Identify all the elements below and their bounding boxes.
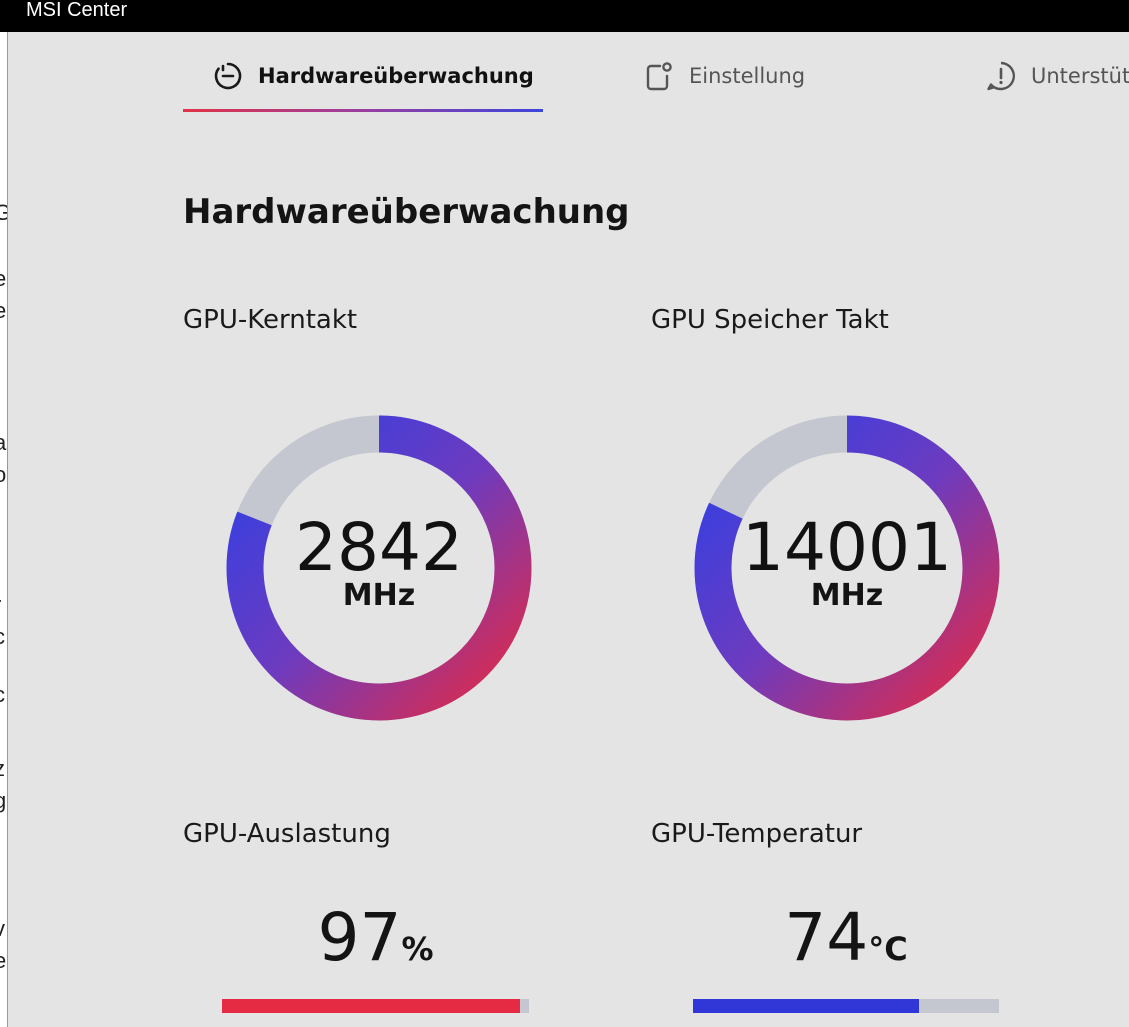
edge-fragment: v — [0, 916, 5, 942]
gpu-temperature-value: 74 — [784, 899, 869, 976]
title-bar: MSI Center — [0, 0, 1129, 32]
edge-fragment: c — [0, 682, 5, 708]
edge-fragment: o — [0, 462, 6, 488]
gpu-temperature-readout: 74°C — [693, 905, 999, 971]
tab-label: Einstellung — [689, 64, 806, 88]
gpu-load-value: 97 — [317, 899, 402, 976]
gpu-core-clock-unit: MHz — [342, 578, 416, 613]
edge-fragment: c — [0, 624, 5, 650]
edge-fragment: r — [0, 592, 1, 618]
page-title: Hardwareüberwachung — [183, 192, 630, 232]
gpu-temperature-bar — [693, 999, 999, 1013]
tab-hardware-monitoring[interactable]: Hardwareüberwachung — [212, 60, 534, 92]
tab-label: Hardwareüberwachung — [258, 64, 534, 88]
gpu-load-bar-fill — [222, 999, 520, 1013]
edge-fragment: e — [0, 298, 6, 324]
gpu-temperature-label: GPU-Temperatur — [651, 819, 863, 849]
edge-fragment: e — [0, 266, 6, 292]
gauge-ring — [694, 415, 1000, 721]
tab-bar: Hardwareüberwachung Einstellung Unterstü… — [0, 32, 1129, 122]
gpu-load-bar — [222, 999, 529, 1013]
background-window-edge: G e e a o r c c z g v e — [0, 32, 8, 1027]
gauge-ring — [226, 415, 532, 721]
edge-fragment: z — [0, 756, 5, 782]
tab-label: Unterstütz — [1031, 64, 1129, 88]
window-title: MSI Center — [26, 0, 128, 21]
tab-settings[interactable]: Einstellung — [643, 60, 805, 92]
gpu-load-readout: 97% — [222, 905, 529, 971]
gpu-core-clock-label: GPU-Kerntakt — [183, 305, 358, 335]
edge-fragment: e — [0, 948, 6, 974]
active-tab-indicator — [183, 109, 543, 112]
gpu-temperature-bar-fill — [693, 999, 920, 1013]
edge-fragment: a — [0, 430, 6, 456]
monitor-clock-icon — [212, 60, 244, 92]
gpu-memory-clock-label: GPU Speicher Takt — [651, 305, 889, 335]
gpu-temperature-unit: °C — [868, 930, 908, 968]
settings-square-icon — [643, 60, 675, 92]
gpu-load-label: GPU-Auslastung — [183, 819, 391, 849]
gpu-memory-clock-value: 14001 — [742, 509, 952, 586]
gpu-core-clock-gauge: 2842 MHz — [226, 415, 532, 721]
gpu-core-clock-value: 2842 — [295, 509, 463, 586]
edge-fragment: g — [0, 788, 6, 814]
gpu-memory-clock-unit: MHz — [810, 578, 884, 613]
edge-fragment: G — [0, 200, 7, 226]
support-chat-icon — [985, 60, 1017, 92]
tab-support[interactable]: Unterstütz — [985, 60, 1129, 92]
gpu-memory-clock-gauge: 14001 MHz — [694, 415, 1000, 721]
gpu-load-unit: % — [401, 930, 434, 968]
